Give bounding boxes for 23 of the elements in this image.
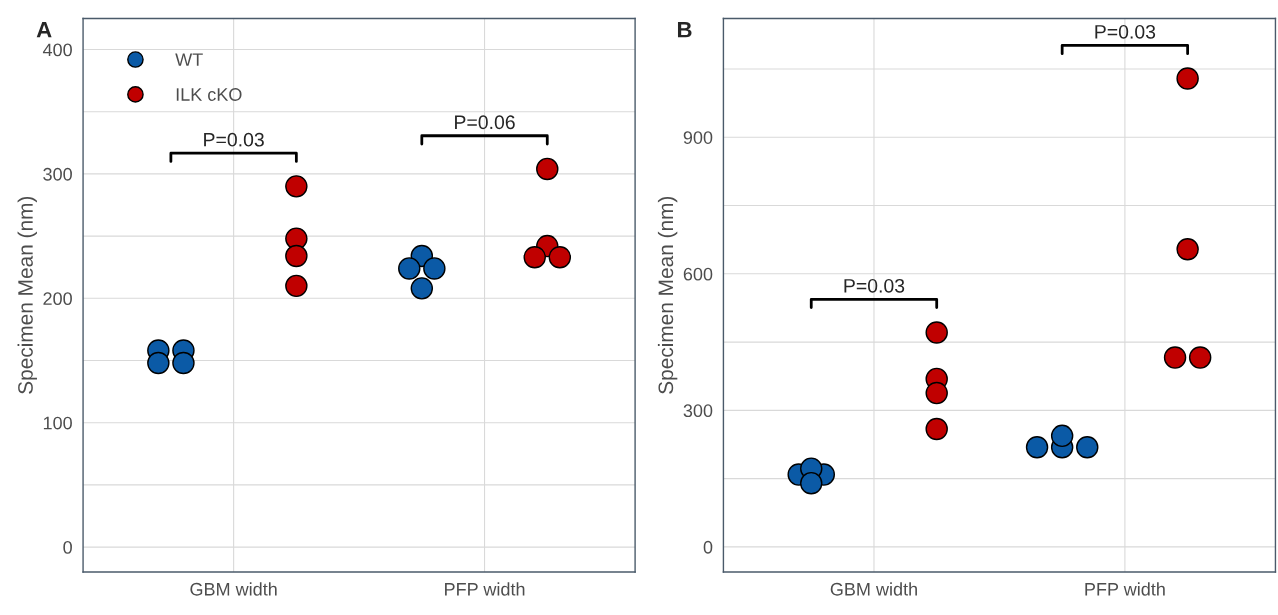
y-tick-label: 300	[683, 404, 713, 418]
y-axis-title: Specimen Mean (nm)	[17, 196, 37, 394]
y-tick-label: 200	[43, 292, 72, 306]
annotation: P=0.03	[1095, 24, 1156, 39]
annotation: P=0.06	[455, 115, 515, 130]
x-tick-label: PFP width	[1085, 582, 1165, 596]
y-axis-title: Specimen Mean (nm)	[657, 196, 678, 394]
x-tick-label: GBM width	[190, 582, 277, 596]
legend-label: ILK cKO	[176, 88, 242, 101]
y-tick-label: 400	[42, 43, 72, 57]
y-tick-label: 600	[683, 267, 713, 281]
y-tick-label: 0	[703, 540, 713, 554]
y-tick-label: 900	[683, 131, 713, 144]
chart-title: A	[36, 22, 52, 38]
annotation: P=0.03	[204, 132, 264, 147]
annotation: P=0.03	[844, 278, 905, 293]
y-tick-label: 100	[43, 416, 72, 430]
y-tick-label: 300	[43, 167, 72, 181]
x-tick-label: PFP width	[445, 582, 525, 596]
legend-label: WT	[175, 53, 203, 66]
y-tick-label: 0	[63, 541, 72, 554]
x-tick-label: GBM width	[830, 582, 917, 596]
chart-title: B	[677, 22, 692, 38]
